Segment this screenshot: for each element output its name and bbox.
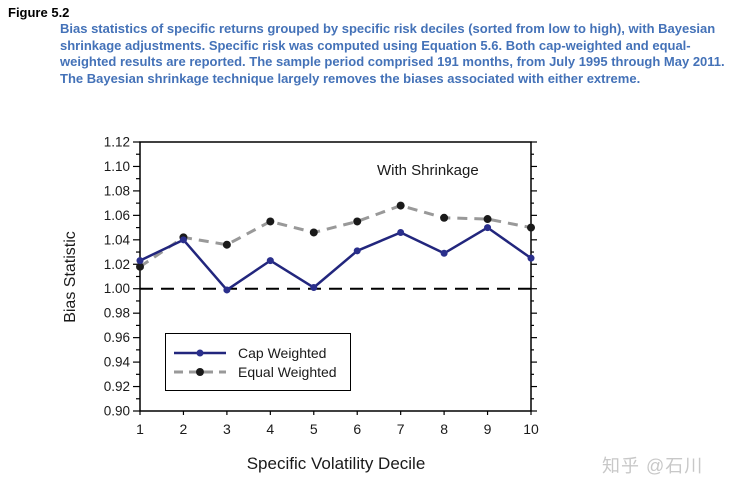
x-tick-label: 2 [180, 421, 188, 437]
watermark: 知乎 @石川 [602, 456, 704, 476]
x-tick-label: 3 [223, 421, 231, 437]
caption-line: Bias statistics of specific returns grou… [60, 21, 716, 36]
y-tick-label: 0.96 [104, 330, 130, 345]
equal-weighted-line-sample [174, 367, 226, 376]
cap-weighted-marker [397, 228, 405, 236]
x-tick-label: 10 [523, 421, 539, 437]
legend-label-cap-weighted: Cap Weighted [238, 344, 327, 361]
equal-weighted-marker [353, 217, 362, 226]
x-tick-label: 4 [266, 421, 274, 437]
y-tick-label: 0.98 [104, 306, 130, 321]
equal-weighted-marker [136, 262, 144, 271]
chart-annotation: With Shrinkage [377, 162, 479, 179]
x-tick-label: 8 [440, 421, 448, 437]
legend-marker [196, 367, 204, 376]
x-tick-label: 6 [353, 421, 361, 437]
cap-weighted-marker [266, 257, 274, 265]
cap-weighted-marker [310, 284, 318, 292]
y-tick-label: 0.92 [104, 379, 130, 394]
figure-caption: Bias statistics of specific returns grou… [60, 21, 732, 87]
cap-weighted-line-sample [174, 349, 226, 356]
x-axis-title: Specific Volatility Decile [246, 454, 426, 473]
x-tick-label: 7 [397, 421, 405, 437]
equal-weighted-marker [440, 213, 449, 222]
equal-weighted-marker [222, 240, 231, 249]
cap-weighted-marker [527, 254, 535, 262]
y-tick-label: 1.12 [104, 135, 130, 150]
equal-weighted-marker [483, 215, 492, 224]
y-tick-label: 0.90 [104, 404, 130, 419]
legend-label-equal-weighted: Equal Weighted [238, 363, 337, 380]
cap-weighted-marker [440, 249, 448, 257]
caption-line: The Bayesian shrinkage technique largely… [60, 70, 641, 86]
y-tick-label: 1.06 [104, 208, 130, 223]
x-tick-label: 1 [136, 421, 144, 437]
cap-weighted-marker [136, 257, 144, 265]
y-tick-label: 1.10 [104, 159, 130, 174]
equal-weighted-marker [266, 217, 275, 226]
legend-marker [196, 349, 204, 356]
legend-item-cap-weighted: Cap Weighted [173, 345, 350, 361]
x-tick-label: 5 [310, 421, 318, 437]
y-tick-label: 1.04 [104, 232, 131, 247]
equal-weighted-marker [527, 223, 535, 232]
figure-label: Figure 5.2 [8, 5, 70, 20]
x-tick-label: 9 [484, 421, 492, 437]
cap-weighted-line [139, 226, 532, 292]
y-tick-label: 1.02 [104, 257, 130, 272]
legend: Cap Weighted Equal Weighted [165, 333, 351, 391]
legend-item-equal-weighted: Equal Weighted [173, 364, 350, 380]
cap-weighted-marker [353, 247, 361, 255]
equal-weighted-marker [309, 228, 318, 237]
equal-weighted-line [139, 204, 532, 268]
caption-line: shrinkage adjustments. Specific risk was… [60, 37, 691, 53]
cap-weighted-marker [223, 286, 231, 294]
caption-line: weighted results are reported. The sampl… [60, 54, 725, 69]
y-tick-label: 0.94 [104, 355, 131, 370]
y-tick-label: 1.00 [104, 281, 130, 296]
equal-weighted-marker [396, 201, 405, 210]
y-tick-label: 1.08 [104, 183, 130, 198]
cap-weighted-marker [484, 224, 492, 232]
y-axis-title: Bias Statistic [62, 231, 79, 323]
cap-weighted-marker [179, 236, 187, 244]
